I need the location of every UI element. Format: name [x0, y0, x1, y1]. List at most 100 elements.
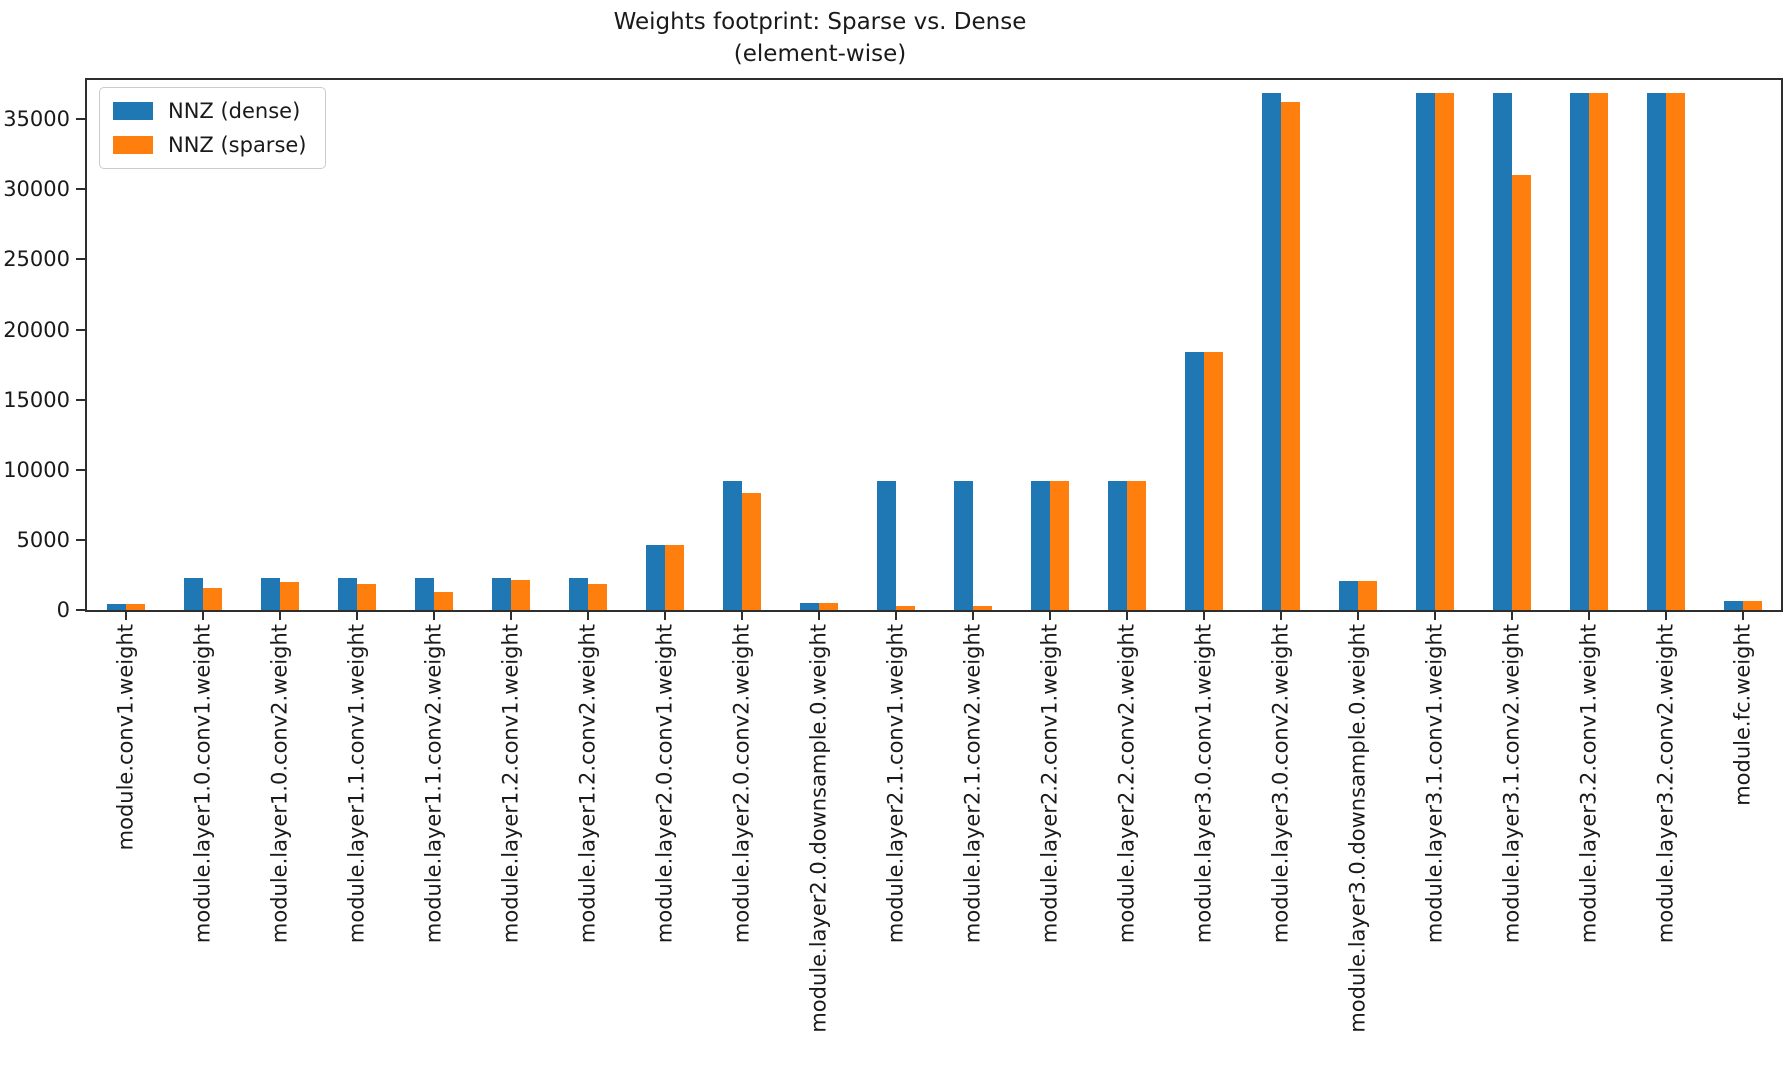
- bar-dense: [722, 480, 742, 610]
- x-axis-tick-label: module.layer3.1.conv2.weight: [1499, 624, 1523, 944]
- x-tick-mark: [1279, 612, 1282, 620]
- y-tick-mark: [76, 328, 85, 331]
- legend-swatch-sparse: [113, 136, 153, 154]
- bar-dense: [337, 577, 357, 610]
- bar-group: module.layer3.2.conv2.weight: [1627, 80, 1704, 943]
- bar-sparse: [125, 603, 145, 610]
- x-tick-mark: [663, 612, 666, 620]
- x-axis-tick-label: module.layer2.0.conv1.weight: [652, 624, 676, 944]
- bar-group: module.conv1.weight: [87, 80, 164, 850]
- bar-group: module.layer2.0.conv1.weight: [626, 80, 703, 943]
- x-axis-tick-label: module.layer2.1.conv2.weight: [960, 624, 984, 944]
- bar-sparse: [510, 579, 530, 610]
- bar-group: module.layer2.2.conv1.weight: [1011, 80, 1088, 943]
- bar-sparse: [1588, 93, 1608, 610]
- legend-label-dense: NNZ (dense): [168, 99, 301, 123]
- y-tick-mark: [76, 398, 85, 401]
- bar-group: module.layer3.2.conv1.weight: [1550, 80, 1627, 943]
- x-axis-tick-label: module.layer3.2.conv2.weight: [1653, 624, 1677, 944]
- bar-group: module.layer3.1.conv2.weight: [1473, 80, 1550, 943]
- bar-dense: [1338, 581, 1358, 610]
- bar-group: module.layer2.1.conv1.weight: [857, 80, 934, 943]
- x-axis-tick-label: module.layer2.1.conv1.weight: [883, 624, 907, 944]
- x-axis-tick-label: module.layer1.2.conv1.weight: [498, 624, 522, 944]
- bar-dense: [1646, 93, 1666, 610]
- x-tick-mark: [278, 612, 281, 620]
- bar-dense: [1415, 93, 1435, 610]
- x-axis-tick-label: module.layer3.0.downsample.0.weight: [1345, 624, 1369, 1033]
- bar-sparse: [1049, 480, 1069, 610]
- bar-dense: [1569, 93, 1589, 610]
- y-tick-mark: [76, 609, 85, 611]
- x-tick-mark: [971, 612, 974, 620]
- bar-dense: [568, 577, 588, 610]
- bar-dense: [799, 602, 819, 610]
- y-tick-mark: [76, 538, 85, 541]
- x-axis-tick-label: module.layer2.2.conv1.weight: [1037, 624, 1061, 944]
- bar-dense: [260, 577, 280, 610]
- bar-sparse: [356, 583, 376, 610]
- bar-dense: [1492, 93, 1512, 610]
- bar-sparse: [895, 605, 915, 610]
- x-tick-mark: [740, 612, 743, 620]
- bar-sparse: [1742, 601, 1762, 610]
- y-tick-mark: [76, 468, 85, 471]
- y-tick-mark: [76, 258, 85, 261]
- x-tick-mark: [1048, 612, 1051, 620]
- bar-group: module.layer3.1.conv1.weight: [1396, 80, 1473, 943]
- bar-group: module.layer1.2.conv1.weight: [472, 80, 549, 943]
- x-axis-tick-label: module.layer3.0.conv2.weight: [1268, 624, 1292, 944]
- bar-group: module.layer1.0.conv2.weight: [241, 80, 318, 943]
- plot-area: module.conv1.weight module.layer1.0.conv1…: [3, 78, 1783, 1033]
- bar-dense: [1030, 480, 1050, 610]
- chart-title-line2: (element-wise): [733, 40, 907, 67]
- bar-dense: [1184, 351, 1204, 610]
- x-tick-mark: [355, 612, 358, 620]
- bar-group: module.layer2.0.conv2.weight: [703, 80, 780, 943]
- bar-dense: [1723, 601, 1743, 610]
- x-axis-tick-label: module.layer1.0.conv1.weight: [190, 624, 214, 944]
- x-tick-mark: [1356, 612, 1359, 620]
- x-tick-mark: [586, 612, 589, 620]
- bar-sparse: [1126, 480, 1146, 610]
- y-tick-mark: [76, 118, 85, 121]
- bar-group: module.layer3.0.conv1.weight: [1165, 80, 1242, 943]
- bar-dense: [645, 545, 665, 610]
- x-tick-mark: [817, 612, 820, 620]
- bar-dense: [876, 480, 896, 610]
- y-axis-tick-label: 30000: [3, 177, 70, 202]
- bar-group: module.layer1.0.conv1.weight: [164, 80, 241, 943]
- x-axis-tick-label: module.layer2.2.conv2.weight: [1114, 624, 1138, 944]
- y-axis-tick-label: 20000: [3, 317, 70, 342]
- bar-sparse: [1357, 581, 1377, 610]
- x-axis-tick-label: module.layer1.1.conv1.weight: [344, 624, 368, 944]
- bar-sparse: [741, 492, 761, 610]
- x-axis-tick-label: module.conv1.weight: [113, 624, 137, 851]
- bar-sparse: [202, 587, 222, 610]
- y-axis-tick-label: 35000: [3, 107, 70, 132]
- x-axis-tick-label: module.layer3.2.conv1.weight: [1576, 624, 1600, 944]
- bar-group: module.layer1.1.conv1.weight: [318, 80, 395, 943]
- bar-dense: [491, 577, 511, 610]
- legend-entry-sparse: NNZ (sparse): [113, 133, 307, 157]
- y-axis-tick-label: 25000: [3, 247, 70, 272]
- x-axis-tick-label: module.layer3.1.conv1.weight: [1422, 624, 1446, 944]
- x-tick-mark: [1125, 612, 1128, 620]
- bar-sparse: [1203, 351, 1223, 610]
- x-tick-mark: [1587, 612, 1590, 620]
- x-tick-mark: [1202, 612, 1205, 620]
- y-axis-tick-label: 15000: [3, 387, 70, 412]
- x-tick-mark: [201, 612, 204, 620]
- x-axis-tick-label: module.layer1.2.conv2.weight: [575, 624, 599, 944]
- x-axis-tick-label: module.fc.weight: [1730, 624, 1754, 806]
- bars-row: module.conv1.weight module.layer1.0.conv1…: [87, 80, 1781, 1033]
- x-tick-mark: [509, 612, 512, 620]
- bar-dense: [414, 577, 434, 610]
- x-tick-mark: [124, 612, 127, 620]
- bar-group: module.layer2.0.downsample.0.weight: [780, 80, 857, 1033]
- y-tick-mark: [76, 188, 85, 191]
- bar-group: module.layer2.2.conv2.weight: [1088, 80, 1165, 943]
- x-tick-mark: [1664, 612, 1667, 620]
- y-axis-tick-label: 10000: [3, 457, 70, 482]
